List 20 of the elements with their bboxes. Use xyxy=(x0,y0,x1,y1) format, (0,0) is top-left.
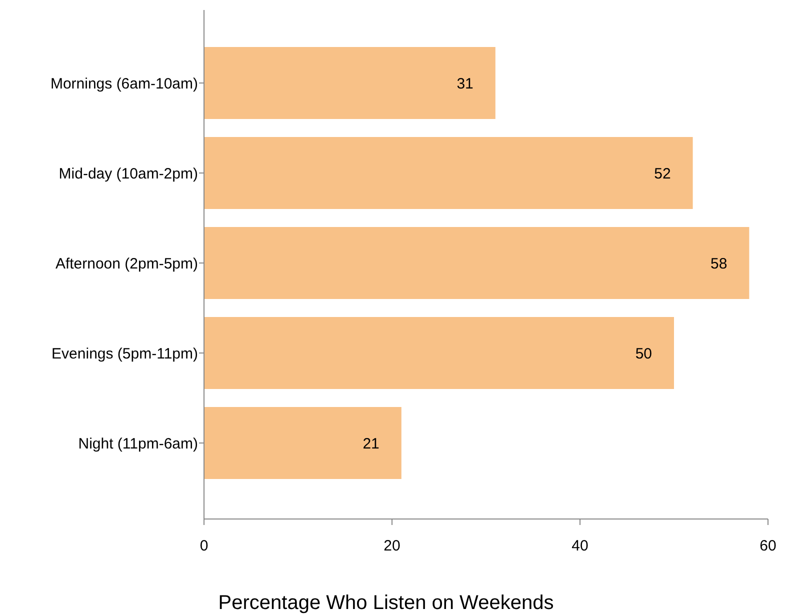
y-tick-label: Evenings (5pm-11pm) xyxy=(52,345,198,362)
y-tick-label: Mornings (6am-10am) xyxy=(50,75,198,92)
data-label: 21 xyxy=(362,435,380,452)
bar xyxy=(204,137,693,209)
bar xyxy=(204,317,674,389)
data-label: 58 xyxy=(710,255,728,272)
x-tick-label: 0 xyxy=(200,537,208,554)
x-tick-label: 20 xyxy=(384,537,400,554)
y-tick-label: Night (11pm-6am) xyxy=(78,435,198,452)
data-label: 52 xyxy=(654,165,671,182)
y-tick-label: Mid-day (10am-2pm) xyxy=(58,165,198,182)
bar xyxy=(204,47,496,119)
y-tick-label: Afternoon (2pm-5pm) xyxy=(55,255,198,272)
data-label: 31 xyxy=(456,75,474,92)
x-axis-title: Percentage Who Listen on Weekends xyxy=(218,592,554,614)
x-tick-label: 60 xyxy=(760,537,776,554)
data-label: 50 xyxy=(635,345,652,362)
bar xyxy=(204,407,402,479)
x-tick-label: 40 xyxy=(572,537,588,554)
bar xyxy=(204,227,750,299)
